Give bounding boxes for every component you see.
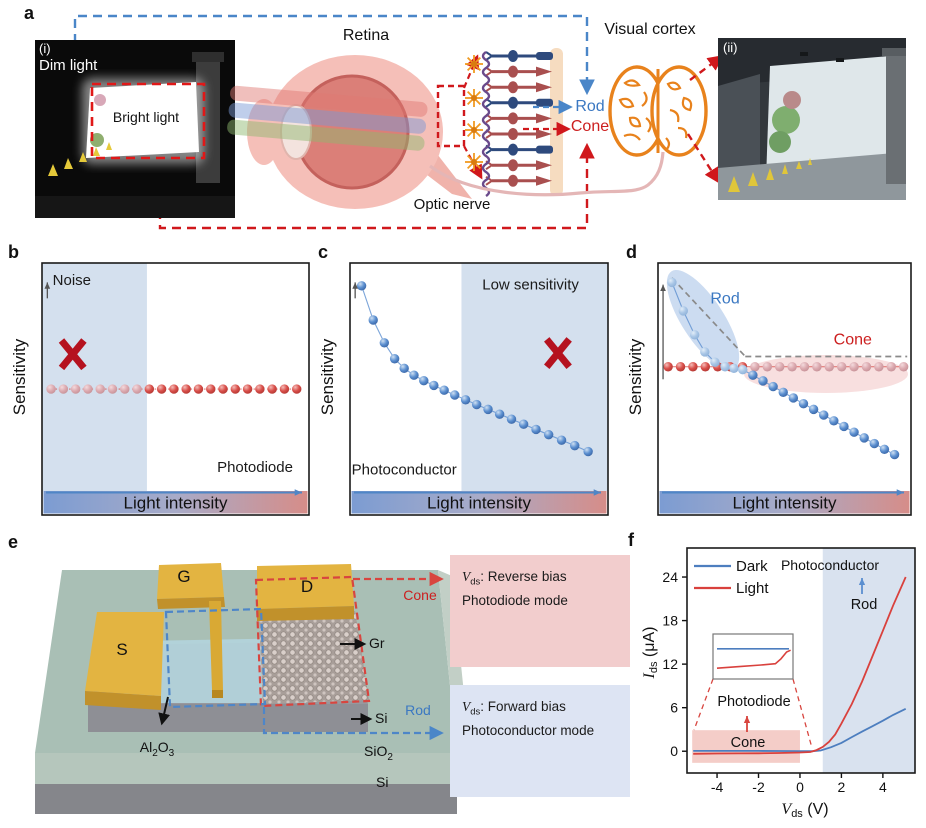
rod-mode-arrow (262, 707, 444, 741)
brain-icon (608, 65, 708, 157)
eye-diagram (227, 54, 483, 209)
photodiode-mode-box: Vds: Reverse bias Photodiode mode (450, 555, 630, 667)
svg-text:Sensitivity: Sensitivity (10, 338, 29, 415)
svg-text:Sensitivity: Sensitivity (626, 338, 645, 415)
bright-light-label: Bright light (112, 109, 180, 125)
dim-light-label: Dim light (39, 57, 98, 74)
svg-text:Light: Light (736, 580, 769, 597)
al2o3-label: Al2O3 (139, 739, 175, 759)
optic-nerve-label: Optic nerve (413, 196, 491, 213)
rod-pathway-dashed-line (67, 14, 595, 96)
svg-text:0: 0 (796, 779, 804, 795)
gate-electrode-label: G (177, 567, 191, 586)
visual-cortex-label: Visual cortex (604, 21, 696, 38)
sio2-label: SiO2 (364, 743, 393, 763)
svg-text:4: 4 (879, 779, 887, 795)
retina-zoom-box (436, 84, 466, 148)
photodiode-region (692, 730, 800, 763)
si-channel-label: Si (375, 710, 388, 726)
svg-text:24: 24 (662, 569, 678, 585)
drain-electrode-label: D (300, 577, 314, 596)
cone-mode-label: Cone (403, 587, 437, 603)
svg-text:-4: -4 (711, 779, 724, 795)
iv-inset-box (712, 633, 794, 680)
bright-region-box (90, 82, 206, 160)
graphene-label: Gr (369, 635, 385, 651)
retina-label: Retina (342, 27, 390, 44)
tunnel-ii-tag: (ii) (723, 40, 738, 55)
svg-text:Light intensity: Light intensity (733, 494, 837, 513)
photodiode-mode-line1: Vds: Reverse bias (462, 569, 567, 588)
photoconductor-region-box (164, 607, 267, 709)
svg-text:Dark: Dark (736, 558, 768, 575)
photoconductor-mode-line2: Photoconductor mode (462, 723, 595, 739)
svg-text:Photoconductor: Photoconductor (352, 461, 457, 478)
optic-nerve-line (429, 151, 665, 197)
svg-text:Cone: Cone (834, 331, 872, 348)
svg-text:Ids (μA): Ids (μA) (641, 627, 660, 680)
photoconductor-region (822, 548, 915, 773)
al2o3-leader-arrow (158, 696, 171, 726)
svg-text:Rod: Rod (851, 597, 878, 613)
svg-text:6: 6 (670, 700, 678, 716)
svg-text:Photoconductor: Photoconductor (781, 557, 879, 573)
rod-label: Rod (575, 98, 605, 115)
cone-label: Cone (570, 118, 610, 135)
light-beams (227, 85, 428, 151)
gold-electrodes (85, 563, 354, 710)
si-substrate-label: Si (376, 774, 389, 790)
photoconductor-mode-box: Vds: Forward bias Photoconductor mode (450, 685, 630, 797)
svg-text:Low sensitivity: Low sensitivity (482, 277, 579, 294)
panel-label-d: d (626, 242, 637, 262)
photoreceptor-diagram (465, 48, 563, 197)
tunnel-i-tag: (i) (39, 41, 51, 56)
iv-chart-f: -4 -2 0 2 406121824DarkLightPhotoconductorRo… (641, 547, 916, 820)
panel-label-c: c (318, 242, 329, 262)
svg-text:Photodiode: Photodiode (217, 459, 293, 476)
sensitivity-chart-c: Low sensitivity Photoconductor Light inten… (318, 262, 609, 516)
tunnel-photo-dim (35, 40, 235, 218)
rod-mode-label: Rod (405, 702, 431, 718)
photoconductor-mode-line1: Vds: Forward bias (462, 699, 566, 718)
svg-text:Photodiode: Photodiode (717, 694, 790, 710)
photodiode-mode-line2: Photodiode mode (462, 593, 568, 609)
sensitivity-chart-b: Noise Photodiode Light intensity Sensitivit… (10, 262, 310, 516)
svg-text:Noise: Noise (53, 272, 91, 289)
svg-text:12: 12 (662, 656, 678, 672)
photodiode-region-box (254, 575, 371, 708)
svg-text:Vds (V): Vds (V) (781, 801, 828, 820)
svg-text:Light intensity: Light intensity (427, 494, 531, 513)
panel-label-e: e (8, 532, 19, 552)
curve-light (693, 576, 907, 755)
svg-text:18: 18 (662, 613, 678, 629)
svg-text:-2: -2 (752, 779, 765, 795)
source-electrode-label: S (116, 640, 128, 659)
tunnel-photo-bright (718, 38, 906, 200)
curve-dark (693, 707, 907, 753)
svg-text:2: 2 (838, 779, 846, 795)
panel-label-f: f (628, 530, 634, 550)
graphene-mesh (259, 611, 369, 704)
svg-text:Rod: Rod (710, 290, 739, 307)
svg-text:0: 0 (670, 743, 678, 759)
panel-label-b: b (8, 242, 19, 262)
svg-text:Cone: Cone (731, 735, 766, 751)
sensitivity-chart-d: Rod Cone Light intensity Sensitivity (626, 262, 912, 516)
svg-text:Light intensity: Light intensity (124, 494, 228, 513)
svg-text:Sensitivity: Sensitivity (318, 338, 337, 415)
panel-label-a: a (24, 3, 35, 23)
